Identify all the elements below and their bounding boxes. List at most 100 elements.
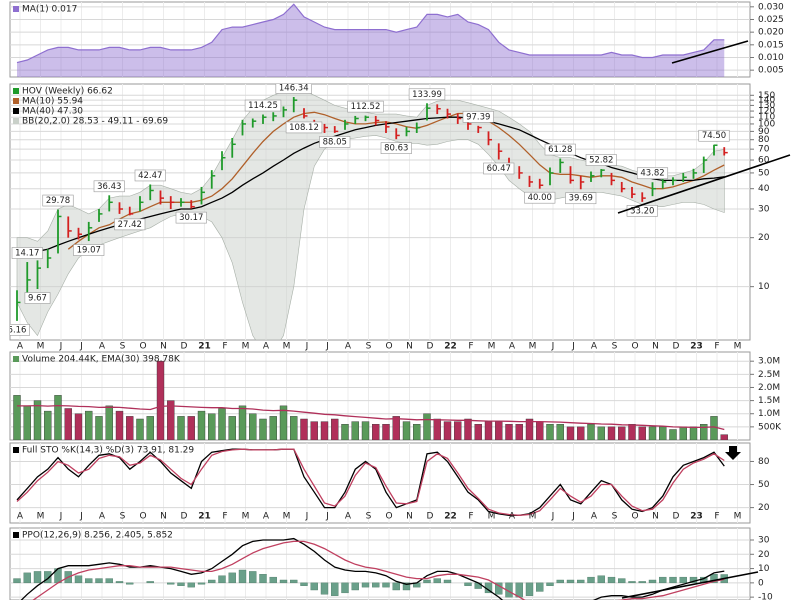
- histogram-bar: [95, 578, 103, 584]
- histogram-bar: [546, 582, 554, 586]
- x-tick-label: A: [17, 512, 24, 522]
- x-tick-label: M: [242, 512, 250, 522]
- volume-bar: [249, 413, 257, 440]
- volume-bar: [208, 413, 216, 440]
- y-tick-label: 0.025: [758, 15, 784, 25]
- legend-swatch: [13, 447, 19, 453]
- histogram-bar: [320, 582, 329, 595]
- volume-bar: [546, 424, 554, 440]
- price-label-box: [10, 324, 30, 336]
- x-tick-label: M: [283, 342, 291, 352]
- y-tick-label: 3.0M: [758, 357, 780, 367]
- histogram-bar: [126, 582, 134, 585]
- y-tick-label: 120: [758, 107, 775, 117]
- histogram-bar: [331, 582, 339, 596]
- x-tick-label: D: [427, 512, 434, 522]
- price-label-box: [544, 143, 576, 156]
- histogram-bar: [525, 582, 534, 596]
- price-label: 97.39: [466, 112, 490, 122]
- volume-bar: [300, 418, 308, 440]
- x-tick-label: D: [181, 342, 188, 352]
- histogram-bar: [618, 578, 626, 584]
- x-tick-label: A: [509, 342, 516, 352]
- price-label: 39.69: [569, 194, 593, 204]
- x-tick-label: F: [714, 512, 719, 522]
- price-label: 29.78: [46, 196, 70, 206]
- price-label-box: [24, 292, 51, 304]
- legend-label: HOV (Weekly) 66.62: [22, 87, 113, 97]
- histogram-bar: [74, 575, 83, 584]
- x-tick-label: 22: [444, 342, 457, 352]
- x-tick-label: A: [509, 512, 516, 522]
- histogram-bar: [433, 578, 441, 584]
- y-tick-label: 0.020: [758, 28, 784, 38]
- volume-bar: [238, 405, 247, 440]
- area-line: [16, 3, 725, 64]
- volume-bar: [23, 405, 31, 440]
- histogram-bar: [279, 579, 288, 584]
- volume-bar: [392, 416, 400, 440]
- x-tick-label: F: [222, 342, 227, 352]
- histogram-bar: [187, 582, 195, 588]
- x-tick-label: J: [325, 512, 329, 522]
- histogram-bar: [536, 582, 544, 592]
- price-label-box: [408, 88, 446, 101]
- y-tick-label: 0.005: [758, 66, 784, 76]
- volume-bar: [484, 421, 493, 440]
- y-tick-label: 80: [758, 457, 770, 467]
- x-tick-label: D: [427, 342, 434, 352]
- histogram-bar: [33, 571, 42, 584]
- x-tick-label: 21: [198, 342, 211, 352]
- x-tick-label: J: [305, 342, 309, 352]
- histogram-bar: [669, 576, 677, 584]
- volume-bar: [167, 400, 175, 440]
- volume-bar: [679, 426, 687, 440]
- histogram-bar: [679, 576, 687, 584]
- x-tick-label: N: [652, 512, 659, 522]
- histogram-bar: [423, 579, 431, 584]
- down-arrow: [725, 446, 741, 460]
- histogram-bar: [259, 574, 267, 584]
- legend-label: Full STO %K(14,3) %D(3) 73.91, 81.29: [22, 446, 194, 456]
- histogram-bar: [177, 582, 185, 586]
- volume-bar: [577, 426, 585, 440]
- x-tick-label: F: [714, 342, 719, 352]
- price-label: 52.82: [589, 156, 613, 166]
- x-tick-label: M: [37, 342, 45, 352]
- y-tick-label: 30: [758, 205, 770, 215]
- histogram-bar: [402, 582, 411, 591]
- price-label: 146.34: [279, 84, 309, 94]
- volume-bar: [54, 395, 62, 440]
- legend-swatch: [13, 356, 19, 362]
- x-tick-label: J: [59, 342, 63, 352]
- volume-bar: [95, 416, 103, 440]
- legend-label: PPO(12,26,9) 8.256, 2.405, 5.852: [22, 531, 173, 541]
- histogram-bar: [146, 581, 154, 584]
- histogram-bar: [300, 582, 308, 586]
- volume-bar: [648, 426, 657, 440]
- y-tick-label: 20: [758, 550, 770, 560]
- volume-bar: [105, 405, 113, 440]
- volume-bar: [566, 426, 575, 440]
- volume-bar: [64, 408, 72, 440]
- y-tick-label: 130: [758, 101, 775, 111]
- volume-bar: [13, 395, 21, 440]
- volume-bar: [628, 424, 636, 440]
- x-tick-label: 23: [690, 342, 703, 352]
- y-tick-label: 10: [758, 282, 770, 292]
- volume-bar: [187, 416, 195, 440]
- price-label: 9.67: [28, 294, 47, 304]
- panel-plot: [10, 352, 750, 440]
- price-label-box: [698, 129, 730, 142]
- x-tick-label: A: [591, 512, 598, 522]
- legend-label: BB(20,2.0) 28.53 - 49.11 - 69.69: [22, 117, 168, 127]
- price-label-box: [636, 167, 669, 180]
- x-tick-label: D: [673, 342, 680, 352]
- x-tick-label: O: [385, 342, 392, 352]
- price-label-box: [462, 111, 494, 123]
- x-tick-label: A: [17, 342, 24, 352]
- y-tick-label: 0.030: [758, 2, 784, 12]
- volume-bar: [269, 416, 277, 440]
- x-tick-label: M: [734, 512, 742, 522]
- price-label: 112.52: [351, 102, 381, 112]
